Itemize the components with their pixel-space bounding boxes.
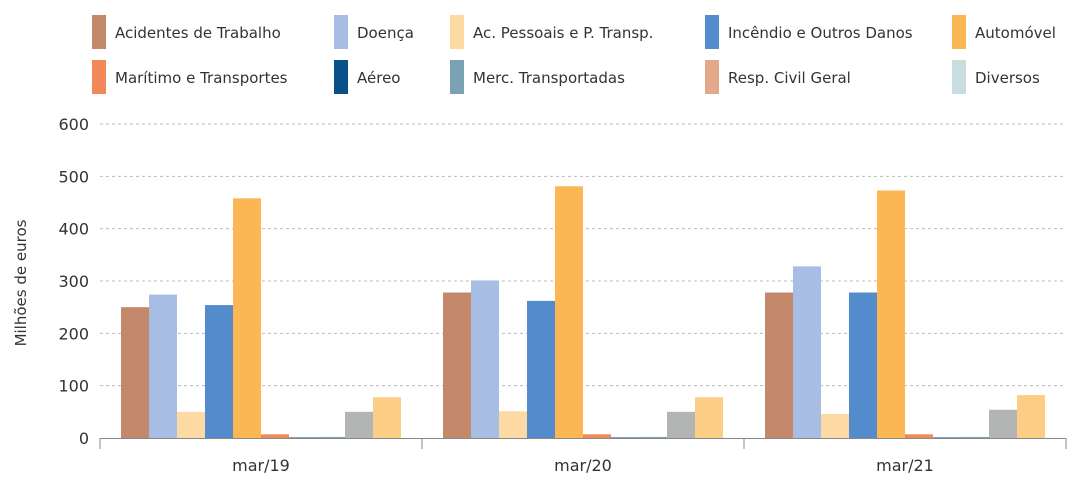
bar-diversos-mar-19: [373, 397, 401, 438]
x-tick-label-mar-20: mar/20: [554, 456, 612, 475]
legend-label: Marítimo e Transportes: [115, 69, 288, 87]
legend-swatch: [334, 15, 348, 49]
legend-swatch: [92, 15, 106, 49]
bar-automovel-mar-21: [877, 190, 905, 438]
legend-label: Incêndio e Outros Danos: [728, 24, 913, 42]
legend-item-doenca: Doença: [334, 15, 414, 49]
bar-aereo-mar-19: [289, 437, 317, 438]
bar-merc-transportadas-mar-19: [317, 436, 345, 438]
legend-label: Doença: [357, 24, 414, 42]
legend-item-acidentes-de-trabalho: Acidentes de Trabalho: [92, 15, 281, 49]
bar-group-mar-20: [443, 186, 723, 438]
bar-ac-pessoais-e-p-transp-mar-20: [499, 411, 527, 438]
bar-resp-civil-geral-mar-19: [345, 411, 373, 438]
legend-swatch: [705, 60, 719, 94]
bar-merc-transportadas-mar-20: [639, 436, 667, 438]
legend-swatch: [952, 60, 966, 94]
legend-swatch: [334, 60, 348, 94]
legend-item-aereo: Aéreo: [334, 60, 400, 94]
bar-diversos-mar-21: [1017, 395, 1045, 438]
bar-maritimo-e-transportes-mar-19: [261, 434, 289, 438]
legend-label: Merc. Transportadas: [473, 69, 625, 87]
y-tick-label: 200: [58, 324, 89, 343]
y-tick-label: 400: [58, 220, 89, 239]
bar-incendio-e-outros-danos-mar-19: [205, 305, 233, 438]
bar-incendio-e-outros-danos-mar-21: [849, 292, 877, 438]
legend-label: Automóvel: [975, 24, 1056, 42]
legend-label: Aéreo: [357, 69, 400, 87]
legend-item-incendio-e-outros-danos: Incêndio e Outros Danos: [705, 15, 913, 49]
bar-aereo-mar-21: [933, 437, 961, 438]
bar-ac-pessoais-e-p-transp-mar-19: [177, 411, 205, 438]
bar-automovel-mar-19: [233, 198, 261, 438]
legend-item-ac-pessoais-e-p-transp: Ac. Pessoais e P. Transp.: [450, 15, 653, 49]
bar-maritimo-e-transportes-mar-20: [583, 434, 611, 438]
bar-resp-civil-geral-mar-20: [667, 411, 695, 438]
legend-swatch: [450, 60, 464, 94]
y-tick-label: 600: [58, 115, 89, 134]
bar-incendio-e-outros-danos-mar-20: [527, 300, 555, 438]
y-tick-label: 500: [58, 167, 89, 186]
legend-label: Acidentes de Trabalho: [115, 24, 281, 42]
x-axis: mar/19 mar/20 mar/21: [99, 438, 1067, 475]
legend-item-diversos: Diversos: [952, 60, 1040, 94]
y-tick-label: 0: [79, 429, 89, 448]
x-tick-label-mar-21: mar/21: [876, 456, 934, 475]
legend-swatch: [705, 15, 719, 49]
legend: Acidentes de Trabalho Doença Ac. Pessoais …: [92, 15, 1056, 94]
legend-item-resp-civil-geral: Resp. Civil Geral: [705, 60, 851, 94]
legend-label: Resp. Civil Geral: [728, 69, 851, 87]
bar-doenca-mar-19: [149, 294, 177, 438]
legend-item-merc-transportadas: Merc. Transportadas: [450, 60, 625, 94]
bar-acidentes-de-trabalho-mar-21: [765, 292, 793, 438]
bar-automovel-mar-20: [555, 186, 583, 438]
bar-acidentes-de-trabalho-mar-20: [443, 292, 471, 438]
bar-acidentes-de-trabalho-mar-19: [121, 307, 149, 438]
legend-item-maritimo-e-transportes: Marítimo e Transportes: [92, 60, 288, 94]
bar-ac-pessoais-e-p-transp-mar-21: [821, 413, 849, 438]
legend-swatch: [450, 15, 464, 49]
legend-label: Diversos: [975, 69, 1040, 87]
legend-label: Ac. Pessoais e P. Transp.: [473, 24, 653, 42]
bar-doenca-mar-21: [793, 266, 821, 438]
legend-item-automovel: Automóvel: [952, 15, 1056, 49]
bar-group-mar-21: [765, 190, 1045, 438]
bars: [121, 186, 1045, 438]
y-axis-title: Milhões de euros: [12, 219, 30, 346]
bar-maritimo-e-transportes-mar-21: [905, 434, 933, 438]
x-tick-label-mar-19: mar/19: [232, 456, 290, 475]
bar-merc-transportadas-mar-21: [961, 436, 989, 438]
bar-diversos-mar-20: [695, 397, 723, 438]
bar-doenca-mar-20: [471, 280, 499, 438]
y-axis: 0 100 200 300 400 500 600: [58, 115, 89, 448]
legend-swatch: [952, 15, 966, 49]
bar-aereo-mar-20: [611, 437, 639, 438]
y-tick-label: 100: [58, 377, 89, 396]
bar-group-mar-19: [121, 198, 401, 438]
legend-swatch: [92, 60, 106, 94]
bar-resp-civil-geral-mar-21: [989, 409, 1017, 438]
y-tick-label: 300: [58, 272, 89, 291]
